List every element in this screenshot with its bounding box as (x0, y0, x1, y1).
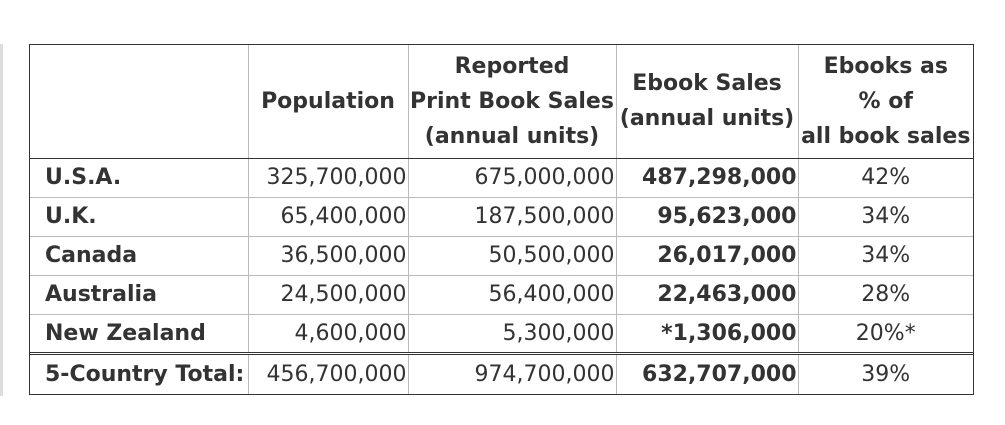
header-population: Population (247, 45, 409, 159)
population-cell: 24,500,000 (247, 274, 409, 315)
population-cell: 65,400,000 (247, 196, 409, 237)
print-sales-cell: 56,400,000 (407, 274, 617, 315)
table-row: U.K. 65,400,000 187,500,000 95,623,000 3… (30, 196, 973, 237)
header-ebook-line2: (annual units) (619, 106, 795, 132)
table-row: U.S.A. 325,700,000 675,000,000 487,298,0… (30, 157, 973, 198)
total-print-sales-cell: 974,700,000 (407, 351, 617, 394)
book-sales-table-frame: Population Reported Print Book Sales (an… (29, 44, 974, 395)
header-share-line1: Ebooks as (823, 53, 948, 79)
country-cell: Canada (30, 235, 249, 276)
country-cell: U.S.A. (30, 157, 249, 198)
total-label-cell: 5-Country Total: (30, 351, 249, 394)
header-print-sales: Reported Print Book Sales (annual units) (407, 45, 617, 159)
total-ebook-share-cell: 39% (797, 351, 973, 394)
population-cell: 325,700,000 (247, 157, 409, 198)
header-empty-cell (30, 45, 249, 159)
header-ebook-share: Ebooks as % of all book sales (797, 45, 973, 159)
ebook-sales-cell: 26,017,000 (615, 235, 799, 276)
country-cell: Australia (30, 274, 249, 315)
ebook-share-cell: 28% (797, 274, 973, 315)
total-population-cell: 456,700,000 (247, 351, 409, 394)
ebook-sales-cell: 22,463,000 (615, 274, 799, 315)
population-cell: 36,500,000 (247, 235, 409, 276)
print-sales-cell: 675,000,000 (407, 157, 617, 198)
total-ebook-sales-cell: 632,707,000 (615, 351, 799, 394)
table-row: Canada 36,500,000 50,500,000 26,017,000 … (30, 235, 973, 276)
ebook-share-cell: 34% (797, 235, 973, 276)
print-sales-cell: 5,300,000 (407, 313, 617, 354)
table-row: Australia 24,500,000 56,400,000 22,463,0… (30, 274, 973, 315)
header-population-label: Population (261, 88, 395, 114)
ebook-share-cell: 20%* (797, 313, 973, 354)
print-sales-cell: 50,500,000 (407, 235, 617, 276)
print-sales-cell: 187,500,000 (407, 196, 617, 237)
header-share-line3: all book sales (801, 123, 971, 149)
header-ebook-sales: Ebook Sales (annual units) (615, 45, 799, 159)
header-print-line3: (annual units) (424, 123, 600, 149)
header-print-line2: Print Book Sales (410, 88, 614, 114)
ebook-share-cell: 34% (797, 196, 973, 237)
population-cell: 4,600,000 (247, 313, 409, 354)
header-share-line2: % of (858, 88, 913, 114)
ebook-sales-cell: *1,306,000 (615, 313, 799, 354)
ebook-sales-cell: 95,623,000 (615, 196, 799, 237)
left-edge-divider (0, 44, 3, 396)
header-ebook-line1: Ebook Sales (632, 71, 782, 97)
header-print-line1: Reported (454, 53, 570, 79)
header-row: Population Reported Print Book Sales (an… (30, 45, 973, 159)
ebook-share-cell: 42% (797, 157, 973, 198)
table-row: New Zealand 4,600,000 5,300,000 *1,306,0… (30, 313, 973, 354)
book-sales-table: Population Reported Print Book Sales (an… (30, 45, 973, 394)
country-cell: U.K. (30, 196, 249, 237)
country-cell: New Zealand (30, 313, 249, 354)
ebook-sales-cell: 487,298,000 (615, 157, 799, 198)
total-row: 5-Country Total: 456,700,000 974,700,000… (30, 351, 973, 394)
